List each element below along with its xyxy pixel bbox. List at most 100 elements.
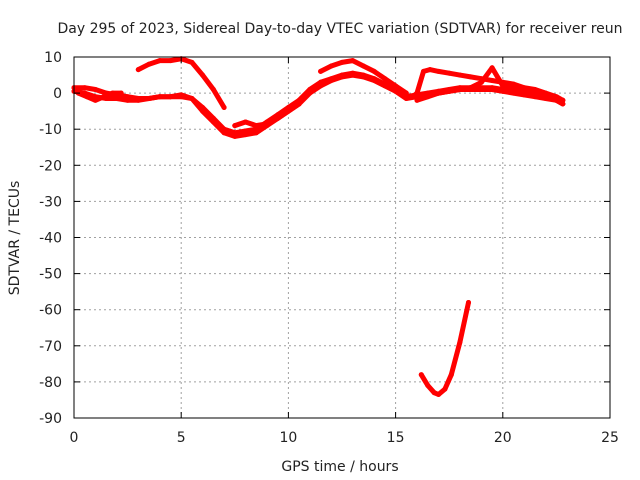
series-group: [71, 56, 566, 397]
data-point: [468, 85, 474, 91]
data-point: [553, 97, 559, 103]
data-point: [511, 90, 516, 96]
data-point: [500, 83, 506, 89]
data-point: [157, 94, 163, 100]
data-point: [511, 85, 516, 91]
data-point: [393, 88, 399, 94]
data-point: [532, 90, 538, 96]
data-point: [360, 74, 366, 80]
data-point: [296, 101, 302, 107]
data-point: [421, 68, 426, 74]
data-point: [425, 383, 431, 388]
data-point: [92, 97, 98, 103]
data-point: [478, 87, 484, 92]
data-point: [125, 94, 131, 100]
data-point: [210, 119, 216, 125]
data-point: [436, 90, 441, 96]
data-point: [543, 94, 549, 100]
data-point: [328, 78, 334, 83]
data-point: [382, 76, 388, 82]
data-point: [468, 74, 474, 80]
data-point: [318, 68, 324, 74]
y-tick-label: -40: [39, 231, 62, 247]
y-tick-label: 0: [53, 86, 62, 102]
data-point: [414, 97, 420, 103]
data-point: [189, 59, 195, 65]
data-point: [371, 68, 377, 74]
data-point: [436, 68, 441, 74]
data-point: [350, 72, 356, 78]
data-point: [448, 372, 454, 378]
data-point: [84, 94, 90, 100]
data-point: [264, 121, 270, 127]
data-point: [307, 90, 313, 96]
data-point: [101, 94, 107, 100]
y-tick-label: 10: [44, 50, 62, 66]
y-tick-label: -50: [39, 267, 62, 283]
data-point: [371, 78, 377, 83]
data-point: [210, 87, 216, 92]
data-point: [339, 74, 345, 80]
data-point: [168, 58, 173, 64]
y-tick-label: -70: [39, 339, 62, 355]
data-point: [285, 108, 291, 114]
y-tick-label: -60: [39, 303, 62, 319]
data-point: [118, 90, 124, 96]
data-point: [457, 87, 463, 92]
data-point: [521, 87, 527, 92]
data-point: [457, 72, 463, 78]
data-point: [418, 372, 424, 378]
data-point: [457, 339, 463, 345]
data-point: [146, 61, 152, 67]
data-point: [92, 87, 98, 92]
data-point: [168, 94, 173, 100]
data-point: [200, 108, 206, 114]
x-tick-label: 10: [279, 430, 297, 446]
x-axis-label: GPS time / hours: [281, 459, 398, 475]
data-point: [157, 58, 163, 64]
x-tick-label: 5: [177, 430, 186, 446]
y-tick-label: -90: [39, 411, 62, 427]
data-point: [489, 87, 495, 92]
data-point: [442, 386, 448, 392]
ticks: [73, 56, 611, 419]
chart-title: Day 295 of 2023, Sidereal Day-to-day VTE…: [57, 21, 622, 37]
data-point: [200, 72, 206, 78]
data-point: [178, 92, 184, 98]
y-tick-labels: 10 0 -10 -20 -30 -40 -50 -60 -70 -80 -90: [39, 50, 62, 427]
data-point: [466, 300, 471, 305]
x-tick-label: 0: [70, 430, 79, 446]
data-point: [232, 123, 238, 129]
data-point: [243, 119, 248, 125]
data-point: [410, 94, 416, 100]
data-point: [318, 83, 324, 89]
y-tick-label: -20: [39, 158, 62, 174]
data-point: [489, 65, 495, 71]
data-point: [478, 79, 484, 85]
data-point: [446, 88, 452, 94]
data-point: [431, 390, 437, 396]
data-point: [427, 67, 433, 73]
data-point: [135, 96, 141, 101]
data-point: [243, 132, 248, 138]
data-point: [146, 96, 152, 101]
y-tick-label: -80: [39, 375, 62, 391]
data-point: [436, 392, 441, 397]
data-point: [403, 96, 409, 101]
data-point: [489, 78, 495, 83]
data-point: [221, 130, 227, 136]
data-point: [446, 70, 452, 76]
data-point: [500, 88, 506, 94]
data-point: [221, 105, 227, 110]
y-tick-label: -30: [39, 194, 62, 210]
data-point: [110, 90, 116, 96]
y-tick-label: -10: [39, 122, 62, 138]
data-point: [135, 67, 141, 73]
data-point: [382, 83, 388, 89]
data-point: [414, 90, 420, 96]
data-point: [253, 123, 259, 129]
x-tick-label: 25: [601, 430, 619, 446]
data-point: [360, 63, 366, 69]
x-tick-labels: 0 5 10 15 20 25: [70, 430, 619, 446]
